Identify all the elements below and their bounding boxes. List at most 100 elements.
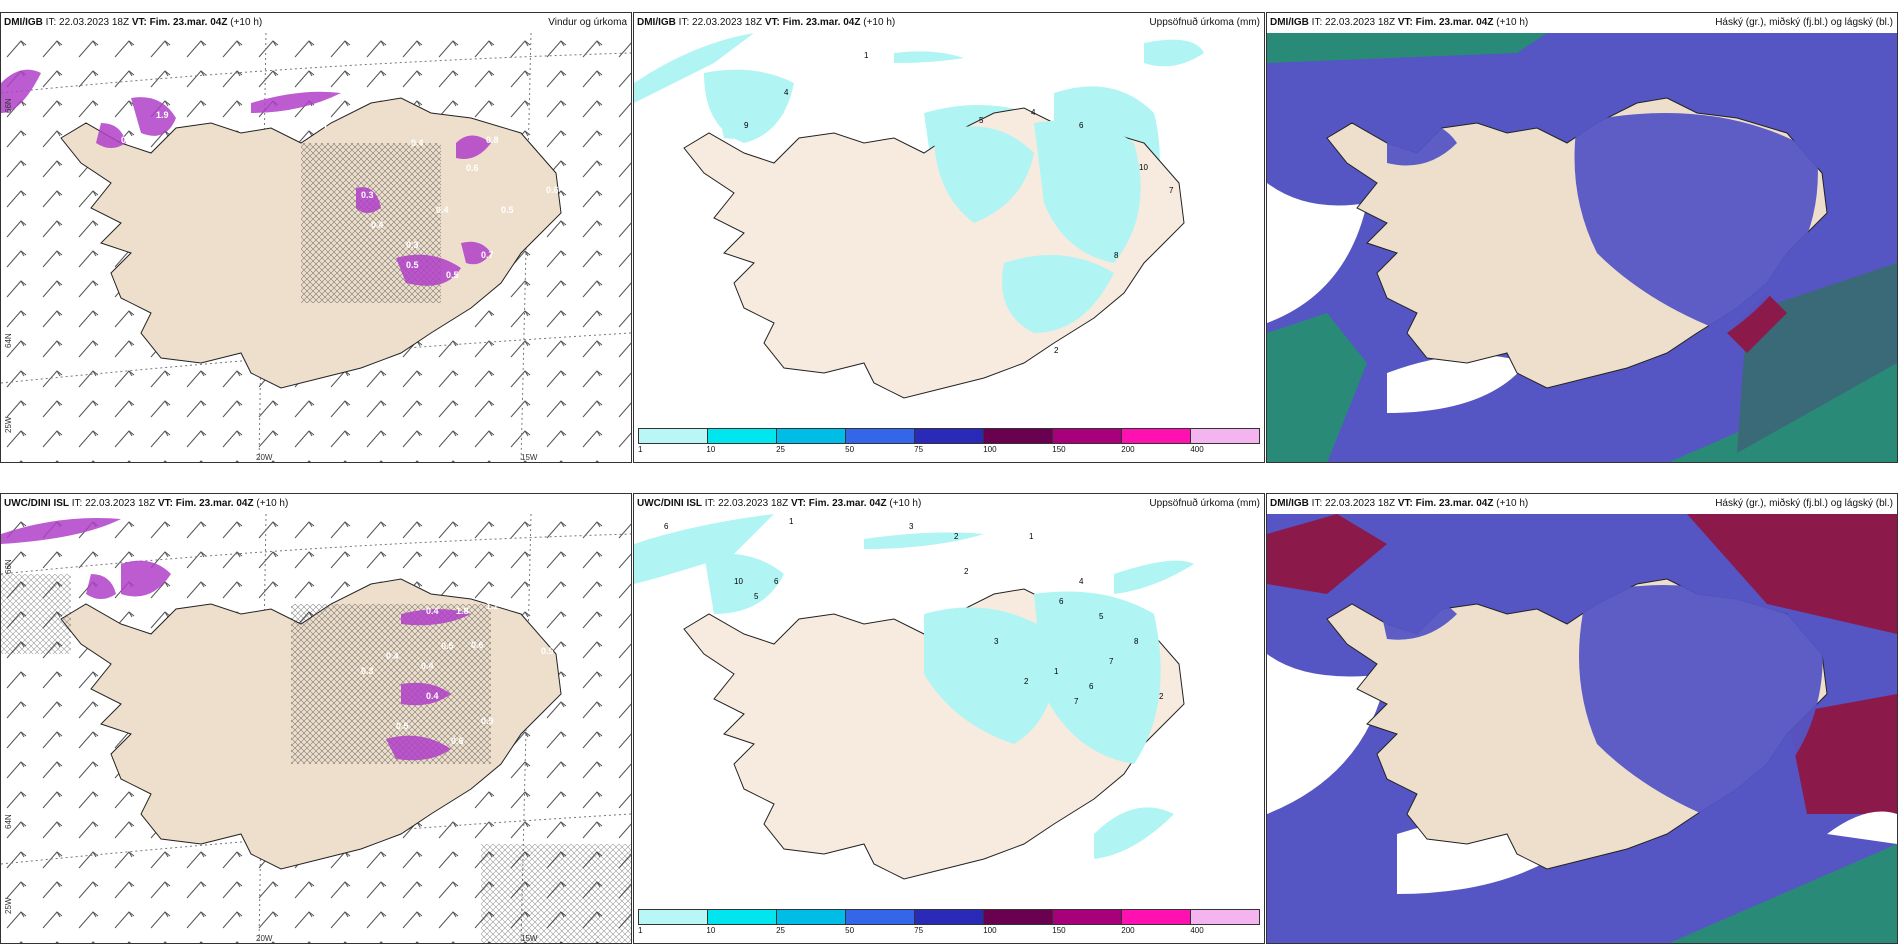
svg-text:0.4: 0.4 <box>421 661 434 671</box>
svg-text:7: 7 <box>1074 697 1079 706</box>
precip-value-labels: 1 9 4 5 4 6 10 7 8 2 <box>744 51 1174 355</box>
svg-text:0.5: 0.5 <box>406 260 419 270</box>
panel-header: UWC/DINI ISL IT: 22.03.2023 18Z VT: Fim.… <box>4 498 289 509</box>
svg-text:4: 4 <box>1079 577 1084 586</box>
svg-text:2: 2 <box>1024 677 1029 686</box>
cloud-map <box>1267 33 1897 462</box>
accum-precip-panel-dmi: DMI/IGB IT: 22.03.2023 18Z VT: Fim. 23.m… <box>633 12 1265 463</box>
panel-title: Háský (gr.), miðský (fj.bl.) og lágský (… <box>1715 17 1893 28</box>
svg-text:1.9: 1.9 <box>156 110 169 120</box>
svg-text:0.6: 0.6 <box>546 185 559 195</box>
svg-text:3: 3 <box>909 522 914 531</box>
precip-areas <box>634 514 1194 859</box>
svg-text:2: 2 <box>964 567 969 576</box>
svg-text:10: 10 <box>1139 163 1148 172</box>
svg-text:0.5: 0.5 <box>441 641 454 651</box>
svg-text:6: 6 <box>1089 682 1094 691</box>
svg-text:6: 6 <box>664 522 669 531</box>
colorbar-swatch <box>1053 910 1122 924</box>
svg-text:0.4: 0.4 <box>386 651 399 661</box>
precip-value-labels: 6 1 3 2 10 5 6 1 2 4 6 5 3 7 8 2 1 6 7 2 <box>664 517 1164 706</box>
colorbar-swatch <box>915 910 984 924</box>
colorbar-swatch <box>984 429 1053 443</box>
svg-text:6: 6 <box>774 577 779 586</box>
colorbar-swatch <box>777 429 846 443</box>
svg-text:5: 5 <box>979 116 984 125</box>
colorbar-swatch <box>846 910 915 924</box>
colorbar-swatch <box>915 429 984 443</box>
panel-header: DMI/IGB IT: 22.03.2023 18Z VT: Fim. 23.m… <box>1267 13 1897 33</box>
colorbar-swatch <box>777 910 846 924</box>
panel-title: Uppsöfnuð úrkoma (mm) <box>1149 17 1260 28</box>
svg-text:1: 1 <box>789 517 794 526</box>
lat-64n-label: 64N <box>4 814 13 829</box>
svg-text:0.5: 0.5 <box>501 205 514 215</box>
svg-text:1: 1 <box>864 51 869 60</box>
precip-map: 6 1 3 2 10 5 6 1 2 4 6 5 3 7 8 2 1 6 7 2 <box>634 514 1194 880</box>
lon-15w-tick: 15W <box>521 453 538 462</box>
svg-text:5: 5 <box>754 592 759 601</box>
colorbar-swatch <box>639 429 708 443</box>
svg-text:6: 6 <box>1059 597 1064 606</box>
svg-text:7: 7 <box>1169 186 1174 195</box>
svg-text:1: 1 <box>1054 667 1059 676</box>
svg-text:0.4: 0.4 <box>351 534 364 544</box>
lon-15w-tick: 15W <box>521 934 538 943</box>
wind-precip-panel-dmi: DMI/IGB IT: 22.03.2023 18Z VT: Fim. 23.m… <box>0 12 632 463</box>
svg-text:0.7: 0.7 <box>481 250 494 260</box>
colorbar-swatch <box>1122 429 1191 443</box>
svg-text:0.4: 0.4 <box>426 691 439 701</box>
svg-text:1.2: 1.2 <box>486 601 499 611</box>
panel-header: DMI/IGB IT: 22.03.2023 18Z VT: Fim. 23.m… <box>1267 494 1897 514</box>
lon-25w-label: 25W <box>4 897 13 914</box>
svg-text:4: 4 <box>784 88 789 97</box>
svg-text:7: 7 <box>1109 657 1114 666</box>
wind-map: 1.0 0.4 0.4 1.8 1.2 0.4 0.5 0.6 0.3 0.4 … <box>1 514 631 943</box>
svg-text:1.0: 1.0 <box>166 586 179 596</box>
colorbar-swatch <box>846 429 915 443</box>
svg-text:8: 8 <box>1134 637 1139 646</box>
colorbar-swatch <box>984 910 1053 924</box>
svg-text:0.4: 0.4 <box>436 205 449 215</box>
colorbar-swatch <box>708 910 777 924</box>
svg-text:2: 2 <box>1159 692 1164 701</box>
colorbar-swatch <box>1191 910 1259 924</box>
svg-text:10: 10 <box>734 577 743 586</box>
svg-text:0.5: 0.5 <box>541 646 554 656</box>
svg-text:0.6: 0.6 <box>451 736 464 746</box>
lat-66n-label: 66N <box>4 98 13 113</box>
lon-20w-tick: 20W <box>256 453 273 462</box>
wind-precip-blobs <box>1 69 491 286</box>
panel-title: Vindur og úrkoma <box>548 17 627 28</box>
colorbar-labels: 1 10 25 50 75 100 150 200 400 <box>638 926 1204 935</box>
panel-title: Háský (gr.), miðský (fj.bl.) og lágský (… <box>1715 498 1893 509</box>
svg-text:0.5: 0.5 <box>396 721 409 731</box>
svg-text:1.8: 1.8 <box>456 606 469 616</box>
wind-map: 1.9 1.0 0.7 0.4 0.8 0.6 0.3 0.4 0.5 0.7 … <box>1 33 631 462</box>
svg-text:2: 2 <box>1054 346 1059 355</box>
cloud-panel-dmi-2: DMI/IGB IT: 22.03.2023 18Z VT: Fim. 23.m… <box>1266 493 1898 944</box>
panel-header: UWC/DINI ISL IT: 22.03.2023 18Z VT: Fim.… <box>634 494 1264 514</box>
lat-64n-label: 64N <box>4 333 13 348</box>
colorbar-swatch <box>1122 910 1191 924</box>
svg-text:1: 1 <box>1029 532 1034 541</box>
svg-text:5: 5 <box>1099 612 1104 621</box>
precip-colorbar: 1 10 25 50 75 100 150 200 400 <box>638 909 1260 937</box>
svg-text:0.7: 0.7 <box>316 120 329 130</box>
svg-text:0.3: 0.3 <box>361 190 374 200</box>
svg-text:8: 8 <box>1114 251 1119 260</box>
svg-text:0.8: 0.8 <box>486 135 499 145</box>
svg-text:0.6: 0.6 <box>471 640 484 650</box>
colorbar-swatch <box>708 429 777 443</box>
colorbar-swatch <box>639 910 708 924</box>
colorbar-labels: 1 10 25 50 75 100 150 200 400 <box>638 445 1204 454</box>
cloud-panel-dmi: DMI/IGB IT: 22.03.2023 18Z VT: Fim. 23.m… <box>1266 12 1898 463</box>
wind-precip-labels: 1.9 1.0 0.7 0.4 0.8 0.6 0.3 0.4 0.5 0.7 … <box>121 105 559 280</box>
colorbar-swatch <box>1053 429 1122 443</box>
svg-text:3: 3 <box>994 637 999 646</box>
lon-25w-label: 25W <box>4 416 13 433</box>
wind-precip-labels: 1.0 0.4 0.4 1.8 1.2 0.4 0.5 0.6 0.3 0.4 … <box>166 531 554 746</box>
precip-over-land <box>704 553 1161 764</box>
wind-precip-panel-uwc: UWC/DINI ISL IT: 22.03.2023 18Z VT: Fim.… <box>0 493 632 944</box>
lon-20w-tick: 20W <box>256 934 273 943</box>
